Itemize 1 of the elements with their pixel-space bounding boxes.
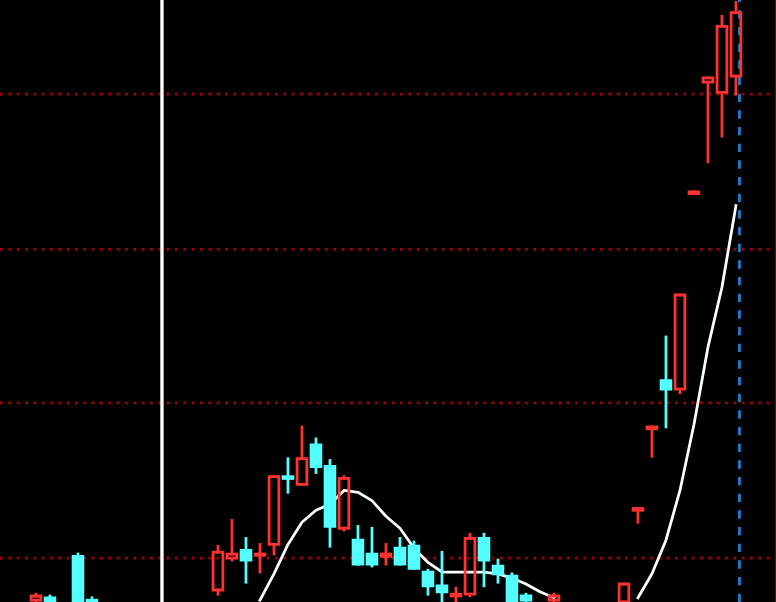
candlestick (659, 335, 673, 429)
